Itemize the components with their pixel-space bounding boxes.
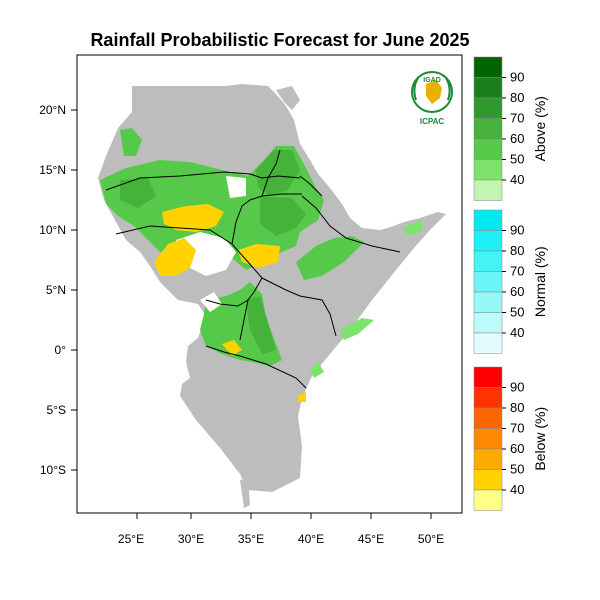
colorbar-below-swatch [473,469,503,491]
colorbar-below-swatch [473,366,503,388]
lon-tick-25: 25°E [118,532,144,546]
colorbar-below-swatch [473,387,503,409]
colorbar-below-swatch [473,489,503,511]
colorbar-normal-swatch [473,312,503,334]
colorbar-below-tick: 40 [510,482,524,497]
colorbar-below-tick: 90 [510,380,524,395]
colorbar-above-swatch [473,118,503,140]
icpac-logo: IGAD ICPAC [411,71,453,126]
lat-tick-15n: 15°N [39,163,66,177]
lat-tick-10n: 10°N [39,223,66,237]
lat-tick-5n: 5°N [46,283,66,297]
logo-bottom-text: ICPAC [420,117,445,126]
colorbar-above-label: Above (%) [532,96,548,161]
colorbar-above-swatch [473,179,503,201]
map-title: Rainfall Probabilistic Forecast for June… [90,30,470,50]
colorbar-normal-tick: 40 [510,325,524,340]
colorbar-normal-tick: 70 [510,264,524,279]
land-fragment [276,86,300,110]
colorbar-above-tick: 80 [510,90,524,105]
lat-tick-10s: 10°S [40,463,66,477]
colorbar-normal-tick: 90 [510,223,524,238]
colorbar-below-tick: 70 [510,421,524,436]
lon-axis: 25°E 30°E 35°E 40°E 45°E 50°E [118,513,444,546]
lon-tick-45: 45°E [358,532,384,546]
land-fragment-south [240,478,250,508]
colorbar-above-tick: 50 [510,152,524,167]
lat-axis: 20°N 15°N 10°N 5°N 0° 5°S 10°S [39,103,77,477]
colorbar-below-tick: 80 [510,400,524,415]
colorbar-normal-swatch [473,291,503,313]
colorbar-above-swatch [473,97,503,119]
colorbar-normal-swatch [473,209,503,231]
colorbar-above-tick: 40 [510,172,524,187]
colorbar-above-swatch [473,138,503,160]
colorbar-normal-swatch [473,230,503,252]
colorbar-below: 90 80 70 60 50 40 Below (%) [473,366,548,511]
lon-tick-50: 50°E [418,532,444,546]
colorbar-below-swatch [473,448,503,470]
colorbar-above-swatch [473,56,503,78]
lon-tick-40: 40°E [298,532,324,546]
colorbar-above-swatch [473,77,503,99]
colorbar-below-tick: 50 [510,462,524,477]
lon-tick-30: 30°E [178,532,204,546]
country-borders [105,149,401,389]
colorbar-legend: 90 80 70 60 50 40 Above (%) 90 80 70 60 50 40 Normal … [473,56,548,511]
colorbar-above-swatch [473,159,503,181]
logo-top-text: IGAD [423,77,441,84]
colorbar-below-label: Below (%) [532,407,548,471]
colorbar-normal-swatch [473,332,503,354]
colorbar-above-tick: 90 [510,70,524,85]
colorbar-normal-swatch [473,250,503,272]
colorbar-above-tick: 70 [510,111,524,126]
below-normal-areas [154,204,306,402]
colorbar-normal-label: Normal (%) [532,246,548,317]
colorbar-above-tick: 60 [510,131,524,146]
colorbar-normal-tick: 50 [510,305,524,320]
colorbar-below-tick: 60 [510,441,524,456]
colorbar-normal-swatch [473,271,503,293]
colorbar-normal: 90 80 70 60 50 40 Normal (%) [473,209,548,354]
lat-tick-0: 0° [55,343,67,357]
colorbar-below-swatch [473,428,503,450]
colorbar-below-swatch [473,407,503,429]
lat-tick-5s: 5°S [47,403,66,417]
colorbar-normal-tick: 80 [510,243,524,258]
colorbar-normal-tick: 60 [510,284,524,299]
colorbar-above: 90 80 70 60 50 40 Above (%) [473,56,548,201]
lat-tick-20n: 20°N [39,103,66,117]
lon-tick-35: 35°E [238,532,264,546]
